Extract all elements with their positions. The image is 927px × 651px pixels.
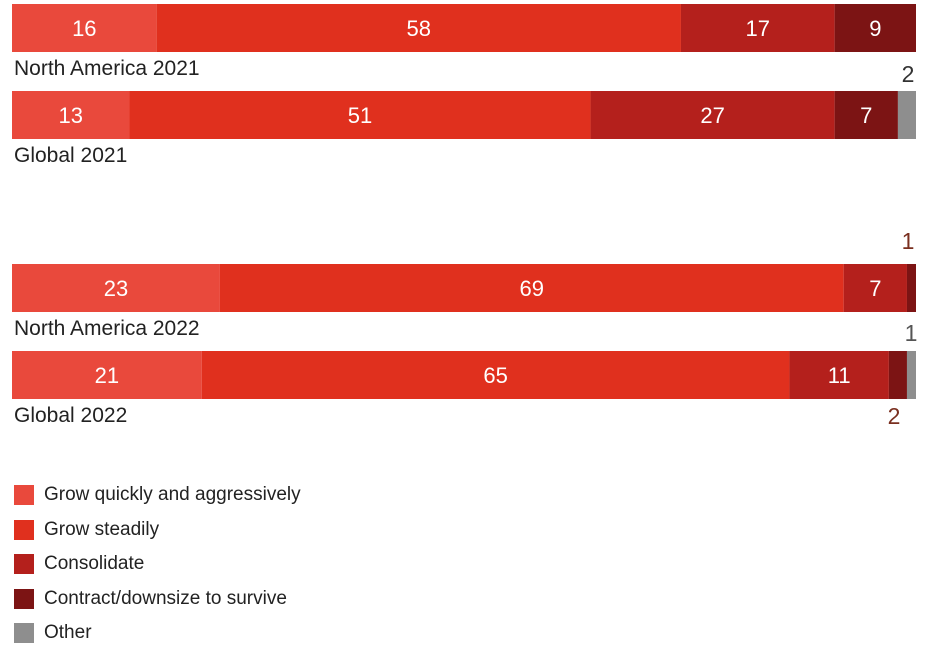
data-label: 23	[104, 276, 128, 301]
data-label: 58	[407, 16, 431, 41]
bar-segment	[201, 351, 790, 399]
callout-label: 2	[888, 403, 901, 429]
bar-segment	[680, 4, 835, 52]
data-label: 69	[520, 276, 544, 301]
legend-item: Consolidate	[14, 547, 301, 582]
legend-swatch	[14, 588, 34, 609]
bar-segment	[789, 351, 889, 399]
bar-segment	[834, 4, 916, 52]
legend-label: Other	[44, 622, 92, 644]
legend-label: Contract/downsize to survive	[44, 587, 287, 609]
data-label: 51	[348, 103, 372, 128]
bar-segment	[219, 264, 844, 312]
legend-item: Grow steadily	[14, 513, 301, 548]
bar-segment	[590, 91, 835, 139]
bar-row: 21 65 11 Global 2022	[12, 351, 916, 427]
data-label: 16	[72, 16, 96, 41]
legend: Grow quickly and aggressively Grow steadi…	[14, 478, 301, 651]
legend-label: Grow steadily	[44, 518, 160, 540]
data-label: 17	[746, 16, 770, 41]
legend-swatch	[14, 519, 34, 540]
bar-segment	[12, 4, 157, 52]
data-label: 27	[700, 103, 724, 128]
data-label: 11	[828, 363, 851, 388]
bar-segment	[906, 264, 916, 312]
data-label: 7	[869, 276, 881, 301]
bar-row: 16 58 17 9 North America 2021	[12, 4, 916, 80]
callout-label: 1	[902, 228, 915, 254]
bar-segment	[843, 264, 907, 312]
legend-item: Other	[14, 616, 301, 651]
category-label: Global 2021	[14, 144, 127, 167]
category-label: North America 2021	[14, 57, 200, 80]
data-label: 21	[95, 363, 119, 388]
legend-swatch	[14, 485, 34, 506]
data-label: 13	[59, 103, 83, 128]
category-label: North America 2022	[14, 317, 200, 340]
bar-segment	[888, 351, 907, 399]
bar-segment	[906, 351, 916, 399]
legend-swatch	[14, 554, 34, 575]
bar-segment	[897, 91, 916, 139]
bar-segment	[156, 4, 681, 52]
bar-segment	[12, 264, 220, 312]
data-label: 65	[483, 363, 507, 388]
bar-row: 13 51 27 7 Global 2021	[12, 91, 916, 167]
data-label: 9	[869, 16, 881, 41]
legend-label: Grow quickly and aggressively	[44, 484, 301, 506]
bar-segment	[12, 351, 202, 399]
legend-swatch	[14, 623, 34, 644]
legend-label: Consolidate	[44, 553, 145, 575]
data-label: 7	[860, 103, 872, 128]
callout-label: 2	[902, 61, 915, 87]
bar-row: 23 69 7 North America 2022	[12, 264, 916, 340]
bar-segment	[129, 91, 591, 139]
legend-item: Contract/downsize to survive	[14, 582, 301, 617]
legend-item: Grow quickly and aggressively	[14, 478, 301, 513]
bar-segment	[12, 91, 130, 139]
bar-segment	[834, 91, 898, 139]
callout-label: 1	[905, 320, 918, 346]
category-label: Global 2022	[14, 404, 127, 427]
